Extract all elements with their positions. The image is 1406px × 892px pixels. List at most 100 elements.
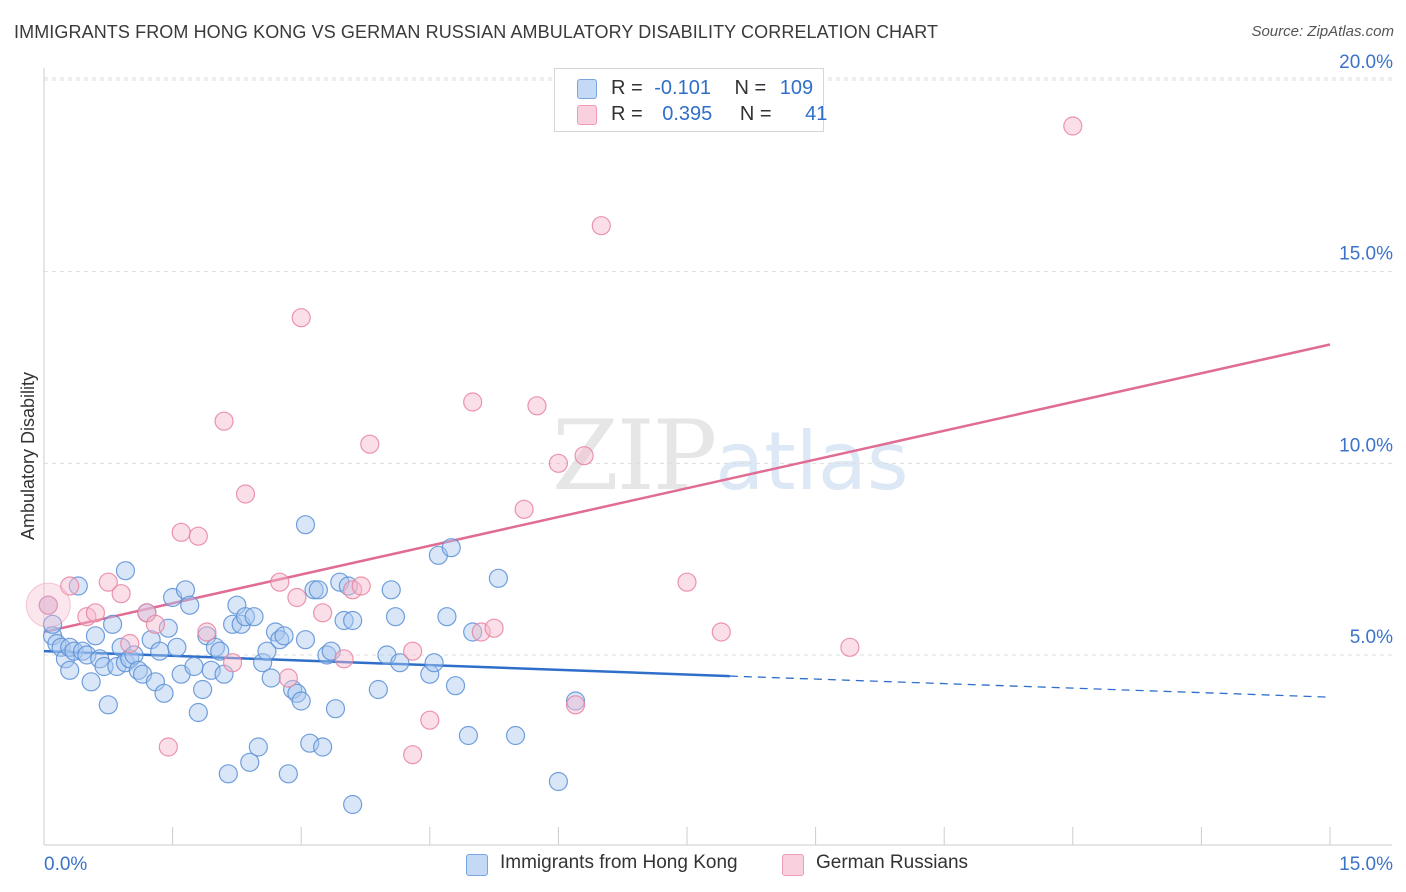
data-point (840, 637, 860, 657)
data-point (313, 603, 333, 623)
data-point (270, 572, 290, 592)
data-point (81, 672, 101, 692)
data-point (313, 737, 333, 757)
data-point (98, 572, 118, 592)
data-point (253, 653, 273, 673)
data-point (201, 660, 221, 680)
data-point (184, 656, 204, 677)
data-point (505, 725, 526, 746)
bottom-legend-swatch-blue (466, 854, 488, 876)
data-point (565, 695, 586, 715)
data-point (102, 614, 123, 634)
data-point (334, 649, 354, 669)
legend-r-value: 0.395 (662, 103, 713, 125)
data-point (77, 645, 97, 665)
data-point-cluster (25, 582, 71, 628)
data-point (171, 522, 191, 542)
data-point (42, 614, 63, 634)
legend-swatch-blue (577, 79, 597, 99)
trend-line-hong-kong-extrapolated (729, 675, 1331, 698)
watermark: ZIPatlas (552, 400, 909, 512)
data-point (244, 607, 264, 627)
data-point (261, 668, 281, 688)
data-point (437, 607, 457, 627)
data-point (548, 771, 569, 792)
y-axis-label: Ambulatory Disability (18, 372, 38, 540)
data-point (488, 568, 508, 588)
data-point (527, 396, 547, 416)
y-tick-label: 20.0% (1339, 52, 1393, 73)
legend-r-label: R = (611, 103, 643, 125)
data-point (677, 572, 697, 592)
legend-n-value: 109 (779, 77, 814, 99)
chart-title: IMMIGRANTS FROM HONG KONG VS GERMAN RUSS… (14, 22, 939, 42)
trend-lines (43, 343, 1331, 698)
legend-swatch-pink (577, 105, 597, 125)
data-point (291, 308, 311, 328)
data-point (188, 526, 208, 546)
data-point (154, 683, 174, 703)
data-point (240, 752, 260, 772)
x-tick-label-min: 0.0% (44, 854, 87, 875)
data-point (295, 515, 316, 535)
y-tick-label: 5.0% (1350, 627, 1393, 648)
data-point (300, 733, 320, 753)
data-point (343, 794, 363, 815)
data-point (390, 653, 410, 673)
data-point (278, 668, 298, 688)
data-point (403, 641, 423, 661)
gridlines (44, 77, 1392, 656)
data-point (218, 764, 238, 784)
data-point (463, 392, 483, 412)
data-point (38, 595, 58, 615)
bottom-legend-label: Immigrants from Hong Kong (500, 852, 738, 873)
data-point (514, 499, 534, 519)
data-point (175, 580, 196, 600)
data-point (420, 664, 440, 684)
data-point (120, 633, 140, 654)
data-point (308, 580, 328, 600)
axis-labels: 5.0% 10.0% 15.0% 20.0% 0.0% 15.0% Ambulatory D… (18, 52, 1393, 875)
data-point (304, 580, 324, 600)
data-point (420, 710, 440, 730)
data-point (274, 626, 294, 646)
y-tick-label: 10.0% (1339, 435, 1393, 456)
data-point (484, 618, 504, 638)
bottom-legend-label: German Russians (816, 852, 969, 873)
data-point (711, 622, 731, 642)
correlation-legend: R = -0.101 N = 109 R = 0.395 N = 41 (554, 68, 828, 132)
data-point (214, 411, 234, 431)
data-point (458, 725, 478, 746)
data-point (445, 676, 466, 696)
data-point (150, 641, 170, 661)
watermark-zip: ZIP (552, 400, 717, 512)
data-points (25, 116, 1083, 815)
legend-n-value: 41 (805, 103, 828, 125)
data-point (158, 737, 178, 757)
data-point (193, 679, 213, 700)
data-point (424, 653, 444, 673)
source-credit: Source: ZipAtlas.com (1251, 23, 1394, 40)
data-point (385, 607, 406, 627)
data-point (85, 626, 106, 646)
data-point (115, 561, 136, 581)
data-point (60, 660, 80, 680)
trend-line-german-russians (43, 343, 1331, 634)
data-point (223, 653, 243, 673)
data-point (360, 434, 380, 454)
data-point (257, 641, 277, 661)
legend-r-value: -0.101 (654, 77, 711, 99)
data-point (381, 580, 401, 600)
data-point (574, 446, 594, 466)
data-point (368, 679, 388, 700)
data-point (287, 587, 307, 608)
data-point (158, 618, 178, 638)
axes (43, 68, 1392, 846)
data-point (180, 595, 200, 615)
legend-n-label: N = (734, 77, 767, 99)
data-point (145, 614, 166, 634)
data-point (278, 764, 298, 784)
series-hong-kong (38, 515, 586, 815)
data-point (1063, 116, 1083, 136)
legend-n-label: N = (739, 103, 772, 125)
